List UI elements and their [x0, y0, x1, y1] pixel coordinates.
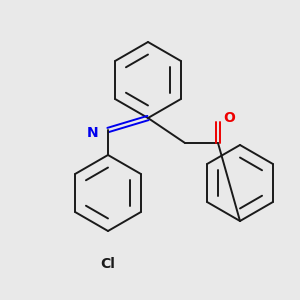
Text: O: O	[223, 111, 235, 125]
Text: N: N	[86, 126, 98, 140]
Text: Cl: Cl	[100, 257, 116, 271]
